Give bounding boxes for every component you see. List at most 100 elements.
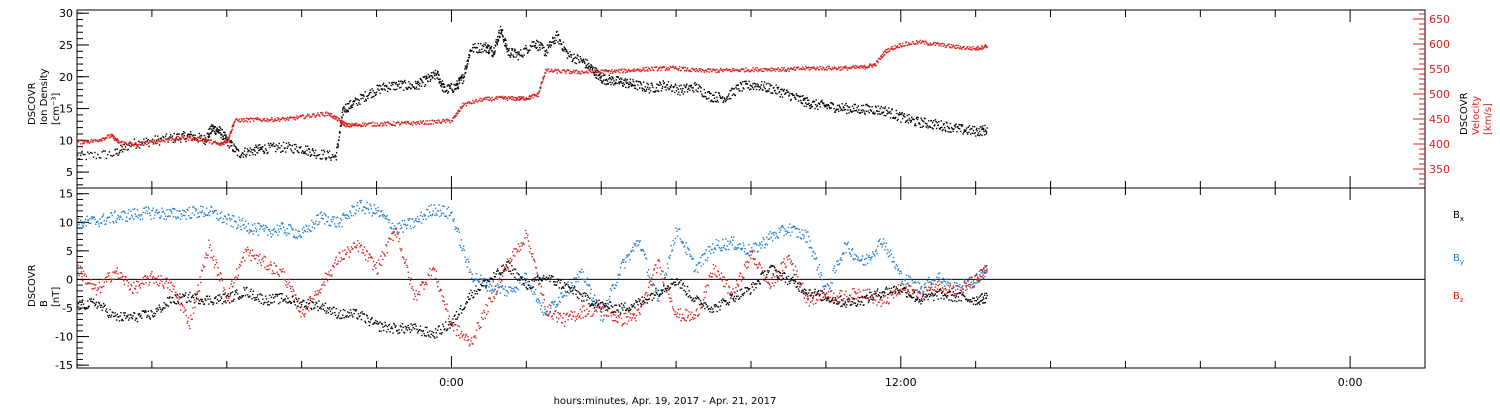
by-point: [679, 228, 681, 230]
bz-point: [249, 252, 251, 254]
density-point: [502, 35, 504, 37]
velocity-point: [785, 70, 787, 72]
density-point: [762, 84, 765, 86]
density-point: [986, 127, 988, 129]
velocity-point: [378, 125, 381, 127]
velocity-point: [499, 96, 501, 98]
density-point: [963, 131, 965, 134]
by-point: [95, 223, 97, 225]
by-point: [324, 223, 326, 225]
velocity-point: [980, 48, 982, 50]
by-point: [483, 279, 485, 281]
bz-point: [232, 285, 234, 288]
by-point: [837, 260, 839, 262]
density-point: [801, 102, 804, 105]
by-point: [912, 282, 914, 284]
velocity-point: [984, 45, 986, 47]
density-point: [788, 95, 790, 97]
density-point: [325, 158, 327, 161]
density-point: [596, 77, 598, 79]
by-point: [784, 230, 787, 232]
bz-point: [193, 299, 196, 301]
density-point: [385, 84, 387, 87]
bz-point: [162, 286, 165, 288]
velocity-point: [601, 72, 603, 74]
density-point: [208, 136, 211, 138]
density-point: [555, 39, 557, 41]
velocity-point: [326, 114, 328, 117]
velocity-point: [673, 66, 675, 69]
density-point: [218, 129, 220, 131]
by-point: [306, 231, 309, 233]
density-point: [721, 96, 724, 98]
velocity-point: [555, 69, 558, 71]
density-point: [331, 154, 334, 156]
by-point: [392, 231, 394, 233]
velocity-point: [970, 47, 972, 49]
density-point: [142, 144, 144, 146]
by-point: [262, 228, 264, 230]
density-point: [722, 101, 724, 104]
density-point: [794, 97, 796, 99]
density-point: [735, 86, 737, 89]
density-point: [422, 81, 424, 84]
velocity-point: [756, 69, 758, 72]
velocity-point: [986, 45, 988, 47]
velocity-point: [151, 140, 153, 142]
density-point: [660, 90, 663, 92]
velocity-point: [185, 138, 188, 140]
density-point: [936, 121, 938, 124]
by-point: [301, 228, 304, 230]
density-point: [456, 84, 458, 86]
density-point: [198, 132, 200, 135]
bz-point: [234, 277, 236, 279]
velocity-point: [771, 67, 774, 70]
by-point: [873, 253, 875, 256]
velocity-point: [277, 119, 279, 121]
bz-point: [274, 272, 276, 275]
by-point: [396, 228, 398, 230]
velocity-point: [153, 143, 155, 145]
velocity-point: [969, 49, 972, 51]
velocity-point: [367, 124, 369, 126]
by-point: [626, 254, 628, 256]
by-point: [681, 242, 683, 244]
density-point: [229, 140, 232, 142]
velocity-point: [321, 114, 323, 116]
velocity-point: [916, 41, 918, 43]
bz-point: [115, 270, 118, 272]
by-point: [906, 282, 908, 285]
bz-point: [202, 264, 204, 266]
bz-point: [126, 279, 128, 281]
density-point: [697, 90, 699, 93]
by-point: [836, 260, 838, 263]
by-point: [504, 286, 507, 288]
density-point: [973, 132, 975, 135]
density-point: [602, 80, 604, 83]
velocity-point: [645, 66, 648, 69]
density-point: [948, 127, 950, 130]
bz-point: [113, 278, 115, 280]
density-point: [189, 131, 192, 133]
density-point: [781, 96, 784, 98]
density-point: [607, 82, 610, 85]
by-point: [709, 246, 711, 248]
density-point: [523, 54, 525, 56]
by-point: [284, 229, 286, 232]
velocity-point: [795, 66, 797, 69]
velocity-point: [249, 121, 251, 123]
density-point: [889, 117, 892, 119]
density-point: [478, 49, 481, 51]
density-point: [586, 66, 588, 69]
bz-point: [282, 268, 284, 270]
by-point: [77, 224, 79, 226]
density-point: [270, 142, 272, 145]
velocity-point: [555, 68, 557, 70]
by-point: [918, 282, 921, 285]
density-point: [340, 124, 342, 126]
density-point: [899, 113, 901, 115]
velocity-point: [228, 136, 230, 138]
velocity-point: [739, 70, 741, 72]
velocity-point: [926, 44, 929, 46]
velocity-point: [381, 125, 383, 127]
